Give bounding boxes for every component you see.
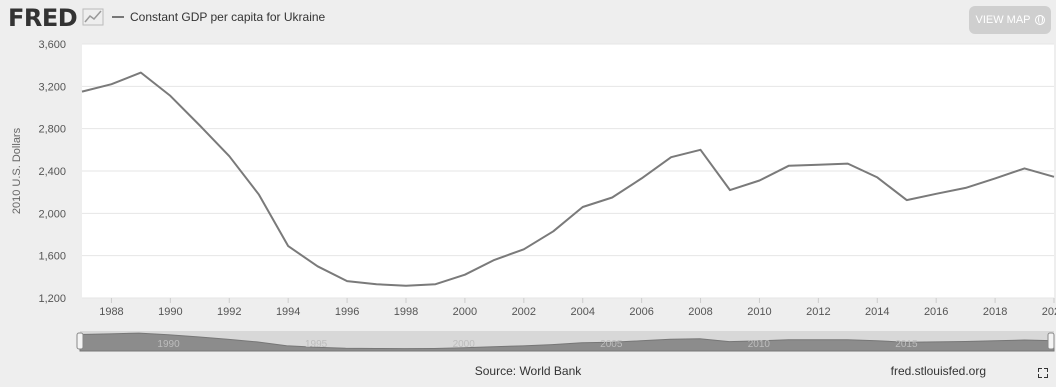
x-tick-label: 2018 <box>983 306 1007 318</box>
x-tick-label: 2016 <box>924 306 948 318</box>
x-tick-label: 2012 <box>806 306 830 318</box>
x-tick-label: 2004 <box>570 306 594 318</box>
navigator-handle-left[interactable] <box>77 333 83 349</box>
y-tick-label: 2,800 <box>38 124 66 136</box>
navigator-tick-label: 1990 <box>157 339 180 350</box>
navigator-handle-right[interactable] <box>1048 333 1054 349</box>
series-line[interactable] <box>82 73 1054 286</box>
x-tick-label: 2006 <box>629 306 653 318</box>
navigator-tick-label: 2000 <box>453 339 476 350</box>
y-tick-label: 3,600 <box>38 39 66 51</box>
y-tick-label: 2,400 <box>38 166 66 178</box>
y-axis-label: 2010 U.S. Dollars <box>11 127 23 214</box>
x-tick-label: 1998 <box>394 306 418 318</box>
y-tick-label: 3,200 <box>38 81 66 93</box>
fullscreen-icon[interactable] <box>1038 368 1048 378</box>
x-tick-label: 1992 <box>217 306 241 318</box>
x-tick-label: 1994 <box>276 306 300 318</box>
navigator-tick-label: 1995 <box>305 339 328 350</box>
y-tick-label: 1,600 <box>38 251 66 263</box>
navigator-tick-label: 2015 <box>895 339 918 350</box>
y-tick-label: 1,200 <box>38 293 66 305</box>
navigator-tick-label: 2005 <box>600 339 623 350</box>
x-tick-label: 1988 <box>99 306 123 318</box>
x-tick-label: 2000 <box>453 306 477 318</box>
x-tick-label: 2010 <box>747 306 771 318</box>
range-navigator[interactable]: 1990 1995 2000 2005 2010 2015 <box>77 331 1054 351</box>
x-tick-label: 2008 <box>688 306 712 318</box>
credit-link[interactable]: fred.stlouisfed.org <box>891 364 986 378</box>
y-tick-label: 2,000 <box>38 208 66 220</box>
navigator-tick-label: 2010 <box>748 339 771 350</box>
x-tick-label: 2014 <box>865 306 889 318</box>
x-tick-label: 1996 <box>335 306 359 318</box>
x-tick-label: 1990 <box>158 306 182 318</box>
x-tick-label: 2002 <box>512 306 536 318</box>
